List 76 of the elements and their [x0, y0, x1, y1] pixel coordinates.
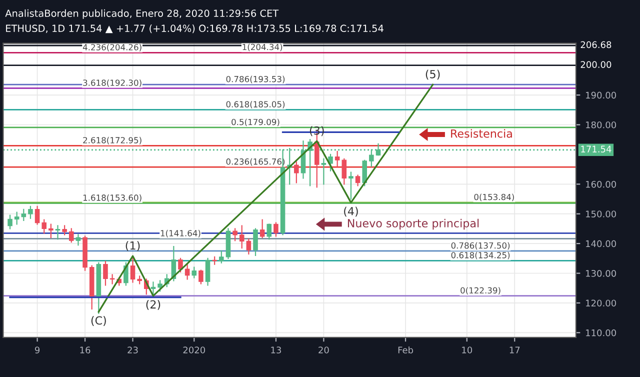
annotation: 0(122.39) — [460, 287, 500, 295]
candlestick — [150, 282, 156, 295]
y-tick-label: 120.00 — [586, 300, 616, 307]
x-tick-label: Feb — [398, 346, 414, 354]
candlestick — [362, 160, 368, 186]
candlestick — [55, 225, 60, 240]
candlestick — [205, 258, 210, 286]
annotation: 1(204.34) — [242, 44, 282, 52]
chart-subtitle: ETHUSD, 1D 171.54 ▲ +1.77 (+1.04%) O:169.78 H:173.55 L:169.78 C:171.54 — [6, 24, 384, 34]
annotation: 2.618(172.95) — [83, 136, 142, 144]
candlestick — [14, 212, 20, 225]
candlestick — [232, 228, 238, 242]
x-tick-label: 16 — [80, 346, 90, 354]
candlestick — [28, 206, 33, 219]
y-tick-label: 150.00 — [586, 210, 616, 218]
candlestick — [253, 228, 258, 256]
x-tick-label: 17 — [510, 346, 520, 354]
candlestick — [348, 172, 354, 200]
x-tick-label: 2020 — [183, 346, 206, 354]
candlestick — [192, 266, 197, 278]
candlestick — [158, 280, 162, 292]
candlestick — [294, 161, 299, 184]
ref-line-label: 171.54 — [581, 146, 612, 152]
candlestick — [321, 158, 326, 185]
candlestick — [266, 224, 272, 240]
candlestick — [260, 219, 265, 238]
x-tick-label: 13 — [271, 346, 281, 354]
candlestick — [178, 258, 183, 272]
candlestick — [239, 225, 244, 249]
candlestick — [198, 270, 204, 284]
annotation: (1) — [126, 241, 140, 252]
x-tick-label: 9 — [34, 346, 40, 354]
annotation: (5) — [426, 70, 440, 80]
annotation: Resistencia — [451, 129, 512, 138]
y-tick-label: 190.00 — [586, 92, 616, 99]
annotation: 4.236(204.26) — [82, 44, 142, 52]
annotation: (4) — [344, 206, 358, 217]
annotation: 3.618(192.30) — [83, 79, 142, 87]
annotation: 0.618(185.05) — [226, 100, 285, 108]
y-tick-label: 130.00 — [586, 270, 616, 277]
x-tick-label: 23 — [128, 346, 138, 354]
candlestick — [21, 208, 26, 221]
candlestick — [68, 228, 74, 243]
annotation: 0(153.84) — [474, 194, 514, 202]
candlestick — [342, 158, 347, 185]
candlestick — [76, 234, 81, 246]
candlestick — [34, 206, 40, 225]
annotation: 0.5(179.09) — [232, 118, 280, 126]
candlestick — [42, 219, 47, 234]
annotation: 0.786(193.53) — [226, 76, 285, 84]
annotation: 0.618(134.25) — [451, 252, 510, 260]
candlestick — [328, 154, 333, 172]
annotation: (2) — [146, 300, 160, 310]
annotation: Nuevo soporte principal — [348, 218, 479, 230]
y-tick-label: 160.00 — [586, 180, 616, 188]
candlestick — [103, 260, 108, 286]
annotation: 0.786(137.50) — [451, 242, 510, 250]
candlestick — [8, 214, 12, 230]
y-tick-label: 110.00 — [586, 329, 616, 336]
chart-title: AnalistaBorden publicado, Enero 28, 2020 11:29:56 CET — [5, 9, 279, 19]
candlestick — [219, 250, 224, 264]
candlestick — [130, 256, 136, 283]
candlestick — [355, 174, 360, 186]
annotation: (C) — [91, 316, 106, 326]
x-tick-label: 20 — [318, 346, 329, 354]
y-tick-label: 140.00 — [586, 240, 616, 248]
ref-line-label: 206.68 — [580, 41, 612, 48]
annotation: 1.618(153.60) — [83, 194, 142, 202]
candlestick — [334, 150, 340, 167]
candlestick — [48, 224, 54, 238]
y-tick-label: 180.00 — [586, 121, 616, 128]
x-tick-label: 10 — [462, 346, 472, 354]
candlestick — [246, 238, 252, 255]
candlestick — [274, 222, 278, 237]
annotation: 1(141.64) — [160, 230, 200, 238]
ref-line-label: 200.00 — [580, 61, 612, 68]
